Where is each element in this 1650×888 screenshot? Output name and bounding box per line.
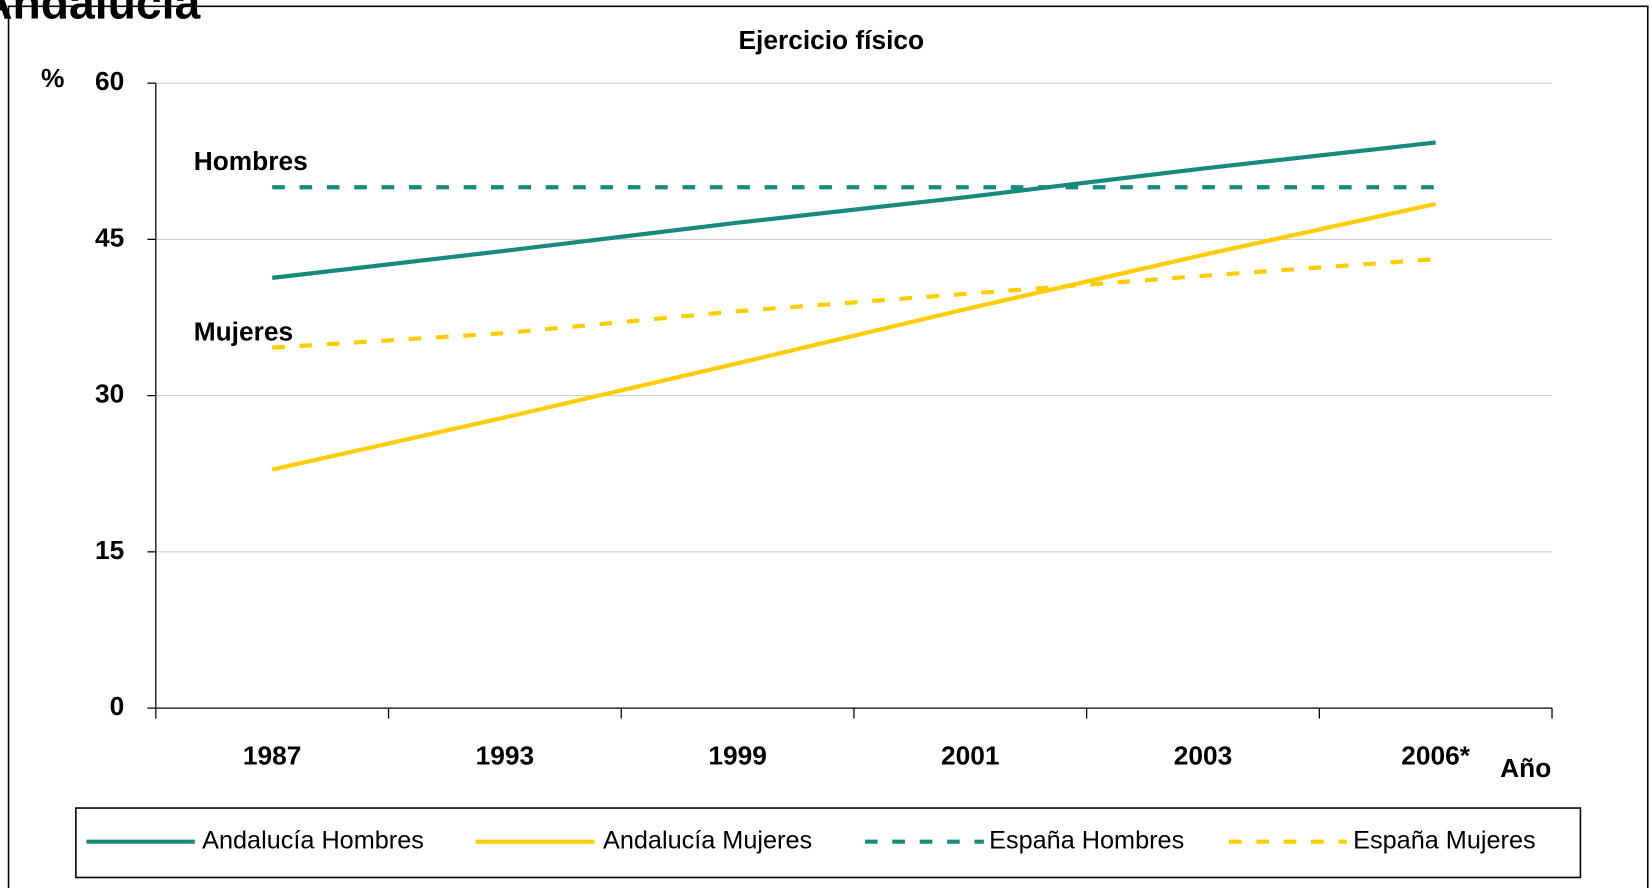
x-tick-label: 1993 <box>476 740 535 770</box>
y-tick-label: 15 <box>95 535 124 565</box>
series-line <box>271 201 1437 472</box>
header: Andalucía <box>0 0 202 29</box>
x-tick-label: 2006* <box>1401 740 1471 770</box>
x-tick-label: 2001 <box>941 740 1000 770</box>
legend-box <box>75 807 1582 879</box>
series-line <box>272 257 1436 350</box>
x-tick-label: 2003 <box>1174 740 1233 770</box>
chart-title: Ejercicio físico <box>739 25 925 55</box>
y-tick-label: 30 <box>95 379 124 409</box>
x-tick-label: 1999 <box>708 740 767 770</box>
x-axis-label: Año <box>1500 753 1551 783</box>
annotation: Mujeres <box>194 316 293 346</box>
chart-border <box>7 5 1649 888</box>
x-tick-label: 1987 <box>243 740 302 770</box>
y-axis-label: % <box>41 63 64 93</box>
y-tick-label: 45 <box>95 222 124 252</box>
legend-label: España Hombres <box>989 826 1184 854</box>
legend-label: España Mujeres <box>1353 826 1535 854</box>
series-line <box>271 140 1436 280</box>
legend-label: Andalucía Hombres <box>202 826 424 854</box>
y-tick-label: 0 <box>110 691 125 721</box>
legend-label: Andalucía Mujeres <box>603 826 812 854</box>
y-tick-label: 60 <box>95 66 124 96</box>
annotation: Hombres <box>194 146 308 176</box>
